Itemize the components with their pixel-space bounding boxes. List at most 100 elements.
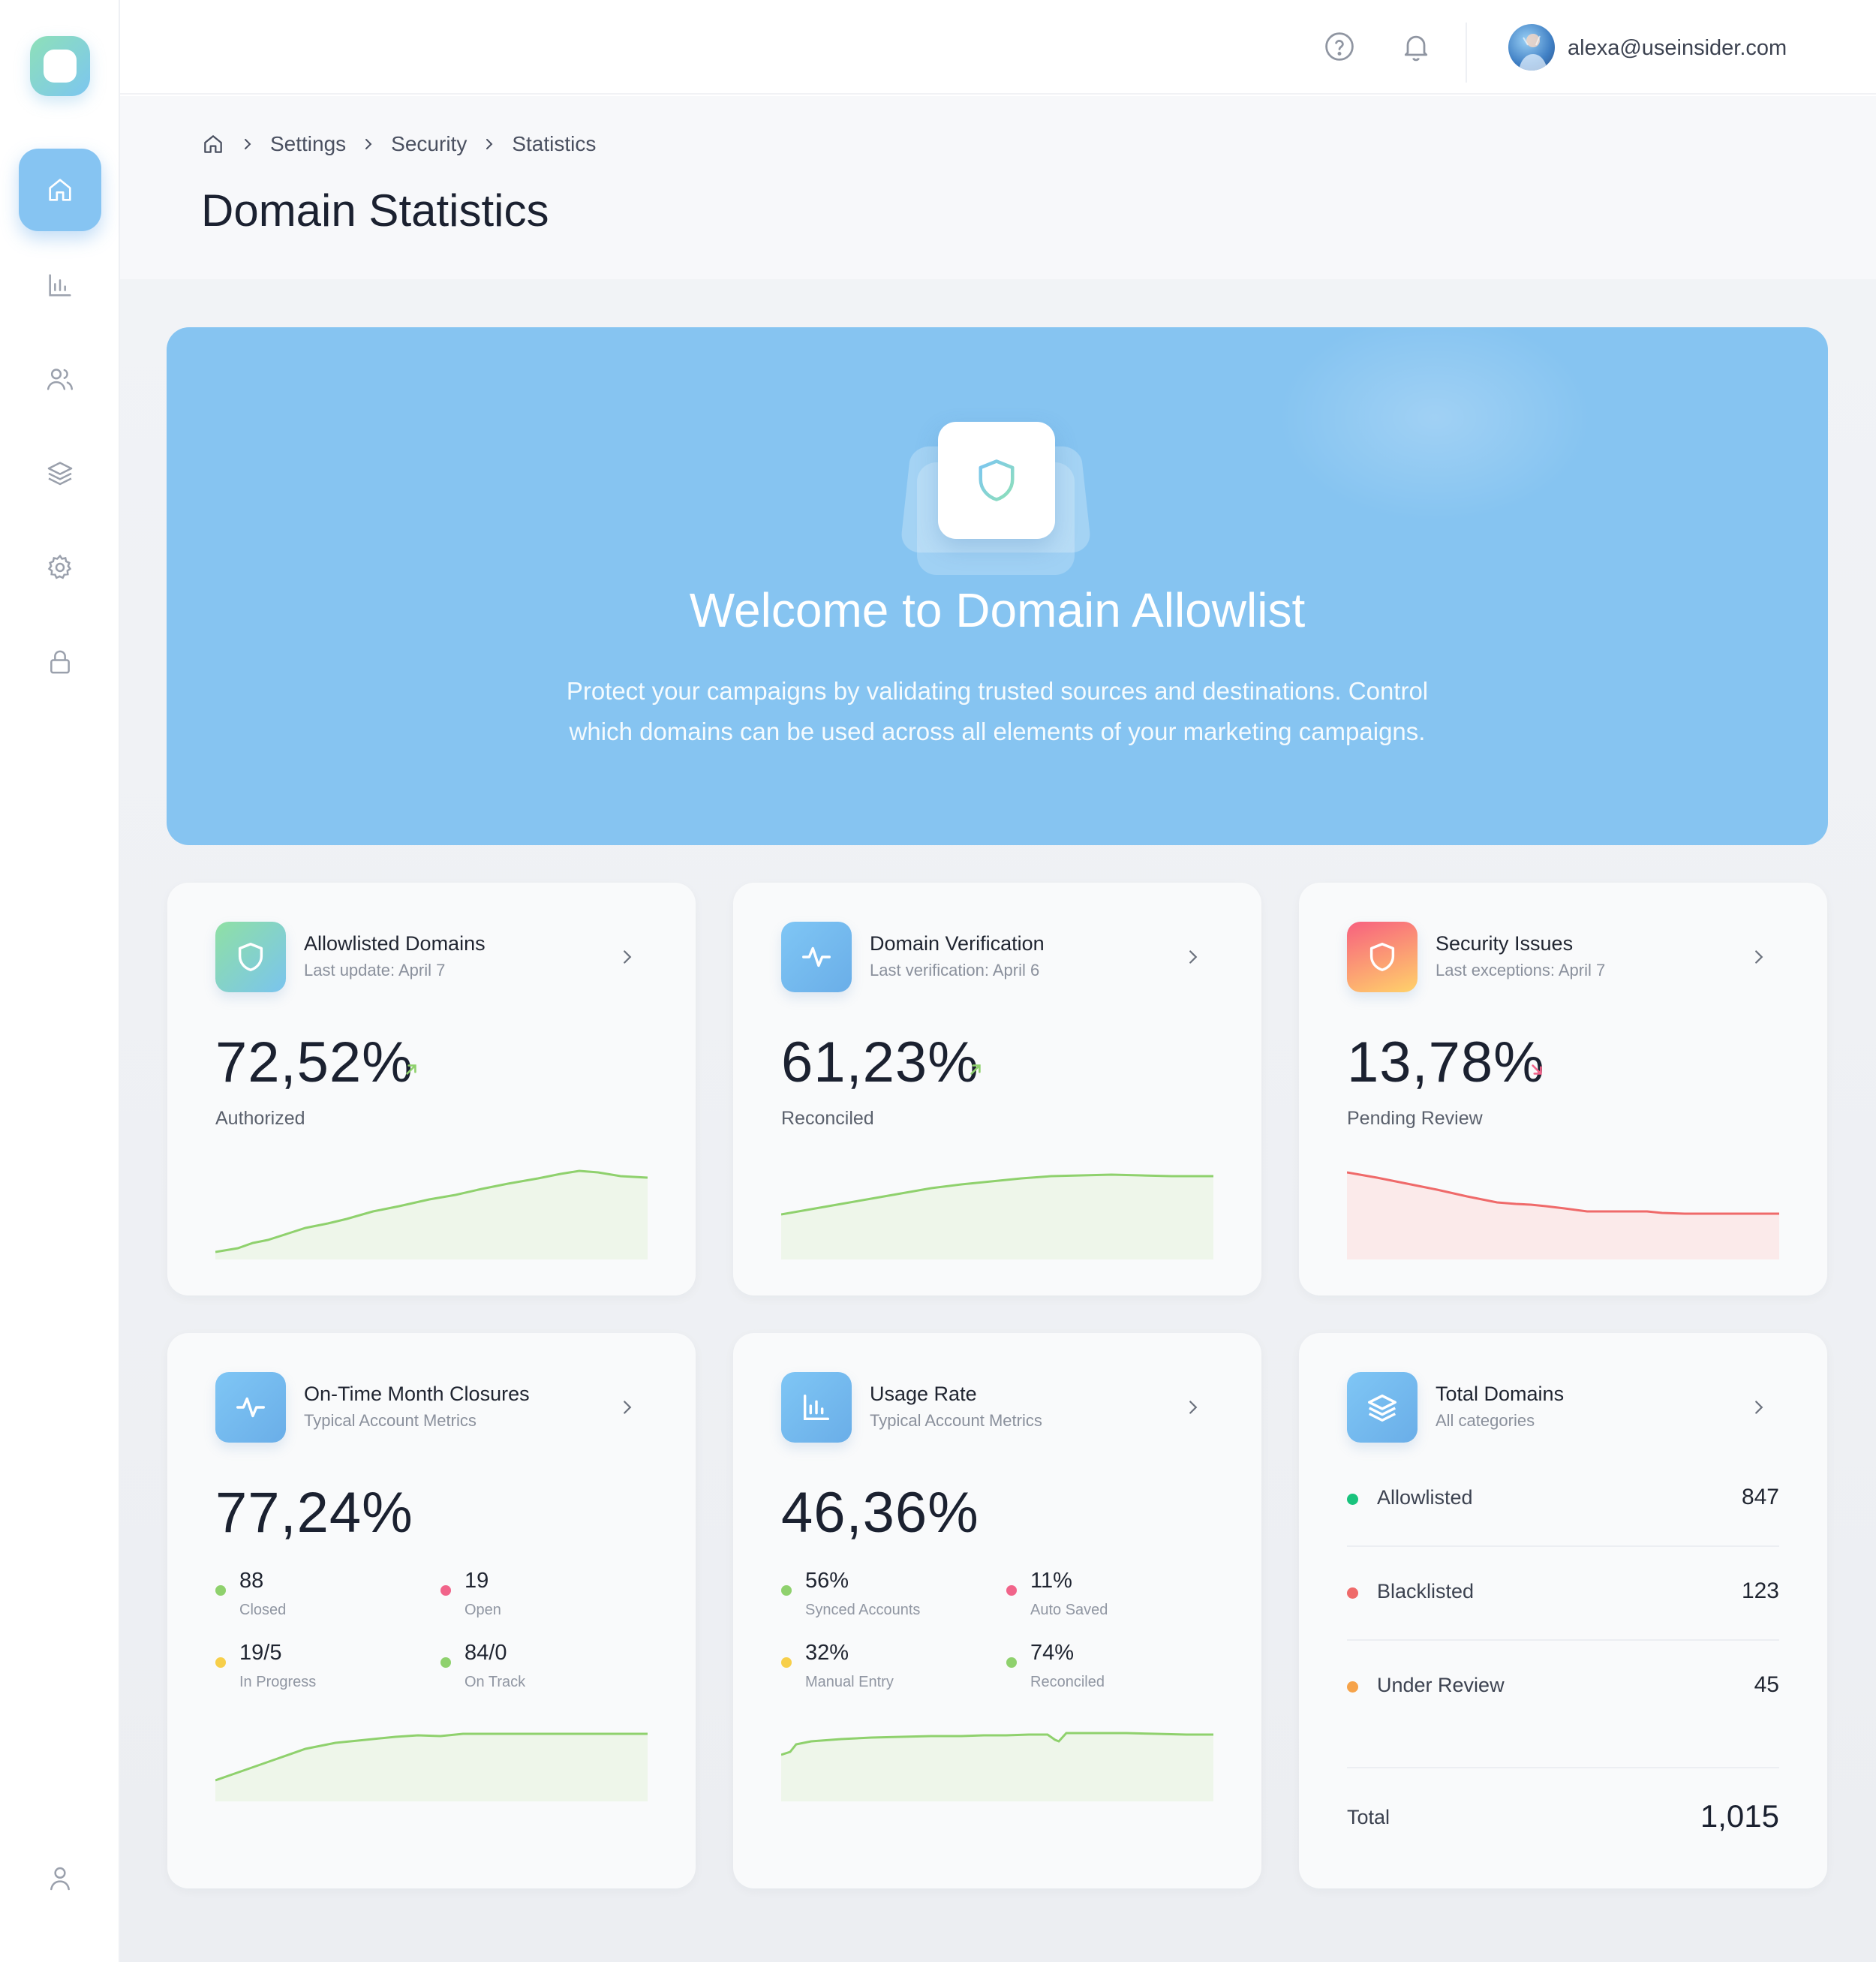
- card-icon: [1347, 1372, 1418, 1443]
- card-title: Security Issues: [1436, 932, 1574, 955]
- stat-value: 74%: [1030, 1641, 1075, 1665]
- chevron-right-icon: [486, 139, 493, 149]
- shield-icon: [1369, 943, 1395, 971]
- status-dot: [1347, 1681, 1358, 1693]
- stat-label: Manual Entry: [805, 1674, 894, 1690]
- stat-label: Auto Saved: [1030, 1602, 1108, 1618]
- user-email[interactable]: alexa@useinsider.com: [1568, 36, 1787, 60]
- status-dot: [1006, 1585, 1017, 1596]
- card-total-domains[interactable]: Total Domains All categories Allowlisted…: [1299, 1333, 1827, 1888]
- sparkline-chart: [781, 1173, 1213, 1259]
- total-label: Total: [1347, 1806, 1390, 1828]
- card-icon: [781, 1372, 852, 1443]
- metric-label: Pending Review: [1347, 1108, 1483, 1129]
- metric-value: 77,24%: [215, 1481, 413, 1545]
- metric-value: 13,78%: [1347, 1031, 1545, 1094]
- stat-value: 56%: [805, 1569, 849, 1593]
- sidebar-item-home[interactable]: [19, 149, 101, 231]
- shield-icon: [238, 943, 263, 971]
- row-label: Allowlisted: [1377, 1486, 1473, 1509]
- sidebar-item-profile[interactable]: [19, 1837, 101, 1919]
- card-subtitle: Last exceptions: April 7: [1436, 961, 1606, 979]
- chevron-right-icon[interactable]: [1182, 1396, 1204, 1419]
- chevron-right-icon[interactable]: [1748, 946, 1770, 968]
- list-item-allowlisted[interactable]: Allowlisted 847: [1347, 1453, 1779, 1547]
- card-title: Usage Rate: [870, 1383, 977, 1405]
- shield-icon: [979, 459, 1015, 501]
- status-dot: [215, 1657, 226, 1668]
- stat-value: 19/5: [239, 1641, 282, 1665]
- sidebar-item-users[interactable]: [19, 338, 101, 420]
- sidebar-item-layers[interactable]: [19, 432, 101, 514]
- status-dot: [440, 1585, 451, 1596]
- metric-value: 46,36%: [781, 1481, 979, 1545]
- status-dot: [781, 1657, 792, 1668]
- stat-label: Reconciled: [1030, 1674, 1105, 1690]
- layers-icon: [47, 462, 73, 486]
- breadcrumb-settings[interactable]: Settings: [270, 132, 347, 155]
- metric-label: Authorized: [215, 1108, 305, 1129]
- card-security-issues[interactable]: Security Issues Last exceptions: April 7…: [1299, 883, 1827, 1295]
- stat-label: Closed: [239, 1602, 287, 1618]
- row-value: 847: [1741, 1485, 1779, 1509]
- card-subtitle: Typical Account Metrics: [304, 1411, 477, 1430]
- stat-label: Open: [464, 1602, 501, 1618]
- card-title: Total Domains: [1436, 1383, 1565, 1405]
- sparkline-chart: [781, 1732, 1213, 1801]
- bell-icon[interactable]: [1399, 30, 1433, 63]
- chevron-right-icon[interactable]: [616, 946, 639, 968]
- list-item-under-review[interactable]: Under Review 45: [1347, 1641, 1779, 1768]
- shield-badge: [938, 422, 1055, 539]
- card-subtitle: Last verification: April 6: [870, 961, 1040, 979]
- row-label: Under Review: [1377, 1674, 1505, 1696]
- chevron-right-icon[interactable]: [616, 1396, 639, 1419]
- stat-label: In Progress: [239, 1674, 317, 1690]
- sidebar-item-analytics[interactable]: [19, 244, 101, 326]
- list-item-blacklisted[interactable]: Blacklisted 123: [1347, 1547, 1779, 1641]
- user-icon: [50, 1867, 70, 1891]
- chevron-right-icon: [365, 139, 372, 149]
- trend-up-icon: [406, 1064, 416, 1075]
- sidebar: [0, 0, 120, 1962]
- chevron-right-icon[interactable]: [1748, 1396, 1770, 1419]
- stat-value: 88: [239, 1569, 264, 1593]
- page-header: Settings Security Statistics Domain Stat…: [120, 96, 1876, 279]
- avatar[interactable]: [1508, 24, 1555, 71]
- help-icon[interactable]: [1323, 30, 1356, 63]
- page-title: Domain Statistics: [201, 185, 549, 236]
- card-subtitle: Last update: April 7: [304, 961, 446, 979]
- app-logo[interactable]: [30, 36, 90, 96]
- card-icon: [781, 922, 852, 992]
- card-icon: [1347, 922, 1418, 992]
- bar-chart-icon: [803, 1394, 830, 1421]
- breadcrumb-home-icon[interactable]: [201, 132, 225, 156]
- layers-icon: [1368, 1394, 1396, 1422]
- chevron-right-icon[interactable]: [1182, 946, 1204, 968]
- chevron-right-icon: [245, 139, 251, 149]
- sparkline-chart: [215, 1732, 648, 1801]
- card-usage-rate[interactable]: Usage Rate Typical Account Metrics 46,36…: [733, 1333, 1261, 1888]
- status-dot: [1347, 1587, 1358, 1599]
- bar-chart-icon: [49, 274, 71, 296]
- metric-value: 61,23%: [781, 1031, 979, 1094]
- activity-icon: [802, 946, 831, 967]
- card-subtitle: All categories: [1436, 1411, 1535, 1430]
- sidebar-item-settings[interactable]: [19, 526, 101, 609]
- stat-value: 11%: [1030, 1569, 1072, 1593]
- breadcrumb-security[interactable]: Security: [391, 132, 467, 155]
- sidebar-item-security[interactable]: [19, 621, 101, 703]
- row-value: 123: [1741, 1578, 1779, 1603]
- card-allowlisted-domains[interactable]: Allowlisted Domains Last update: April 7…: [167, 883, 696, 1295]
- activity-icon: [236, 1397, 265, 1418]
- topbar-divider: [1466, 23, 1467, 83]
- home-icon: [49, 179, 71, 201]
- breadcrumb-statistics: Statistics: [512, 132, 597, 155]
- status-dot: [1347, 1494, 1358, 1505]
- card-domain-verification[interactable]: Domain Verification Last verification: A…: [733, 883, 1261, 1295]
- welcome-banner: Welcome to Domain Allowlist Protect your…: [167, 327, 1828, 845]
- card-icon: [215, 922, 286, 992]
- status-dot: [440, 1657, 451, 1668]
- card-on-time-month-closures[interactable]: On-Time Month Closures Typical Account M…: [167, 1333, 696, 1888]
- total-value: 1,015: [1700, 1798, 1779, 1834]
- breadcrumb: Settings Security Statistics: [201, 132, 596, 156]
